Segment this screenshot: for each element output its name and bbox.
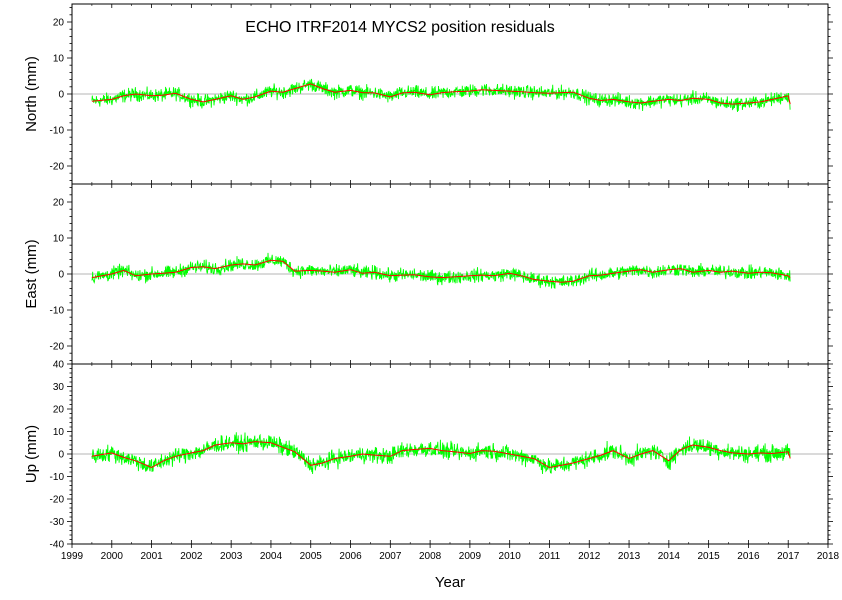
- x-tick-label: 2002: [180, 551, 203, 562]
- smooth-series-up: [91, 441, 791, 469]
- y-axis-title-up: Up (mm): [23, 425, 40, 483]
- raw-series-up: [91, 432, 791, 475]
- panels-layer: -20 -10 0 10 20 North (mm) -20 -10 0 10 20 East (mm…: [23, 3, 833, 551]
- x-tick-label: 2010: [499, 551, 522, 562]
- x-tick-label: 2016: [737, 551, 760, 562]
- y-tick-label: -40: [50, 540, 65, 551]
- y-tick-label: 20: [53, 405, 65, 416]
- y-tick-label: -20: [50, 162, 65, 173]
- x-tick-label: 2014: [658, 551, 681, 562]
- x-tick-label: 2001: [140, 551, 163, 562]
- x-tick-label: 2005: [300, 551, 323, 562]
- panel-east: -20 -10 0 10 20 East (mm): [23, 183, 833, 365]
- x-tick-label: 2003: [220, 551, 243, 562]
- x-tick-label: 2011: [539, 551, 561, 562]
- x-tick-label: 2000: [101, 551, 124, 562]
- y-tick-label: 0: [58, 450, 64, 461]
- y-axis-title-east: East (mm): [23, 239, 40, 308]
- x-tick-label: 2017: [777, 551, 800, 562]
- y-tick-label: -10: [50, 126, 65, 137]
- smooth-series-east: [91, 259, 791, 283]
- y-tick-label: 10: [53, 54, 65, 65]
- x-tick-label: 1999: [61, 551, 84, 562]
- x-tick-label: 2007: [379, 551, 402, 562]
- raw-series-east: [91, 252, 791, 289]
- x-tick-label: 2015: [698, 551, 721, 562]
- smooth-series-north: [91, 83, 791, 105]
- y-tick-label: 0: [58, 270, 64, 281]
- y-tick-label: 30: [53, 382, 65, 393]
- y-tick-label: -10: [50, 306, 65, 317]
- y-tick-label: -20: [50, 495, 65, 506]
- y-tick-label: 20: [53, 18, 65, 29]
- y-tick-label: 10: [53, 234, 65, 245]
- panel-up: -40 -30 -20 -10 0 10 20 30 40 Up (mm): [23, 360, 833, 551]
- y-tick-label: 10: [53, 427, 65, 438]
- x-axis: 1999 2000 2001 2002 2003 2004 2005 2006 2007 2008…: [61, 544, 840, 562]
- y-tick-label: -20: [50, 342, 65, 353]
- y-tick-label: 0: [58, 90, 64, 101]
- x-tick-label: 2013: [618, 551, 641, 562]
- x-tick-label: 2018: [817, 551, 840, 562]
- y-axis-title-north: North (mm): [23, 56, 40, 132]
- x-tick-label: 2012: [578, 551, 601, 562]
- raw-series-north: [91, 78, 791, 113]
- chart-title: ECHO ITRF2014 MYCS2 position residuals: [245, 19, 554, 36]
- y-tick-label: 40: [53, 360, 65, 371]
- y-tick-label: -10: [50, 472, 65, 483]
- y-tick-label: 20: [53, 198, 65, 209]
- x-axis-title: Year: [435, 574, 465, 591]
- x-tick-label: 2004: [260, 551, 283, 562]
- y-tick-label: -30: [50, 517, 65, 528]
- x-tick-label: 2006: [339, 551, 362, 562]
- x-tick-label: 2009: [459, 551, 482, 562]
- x-tick-label: 2008: [419, 551, 442, 562]
